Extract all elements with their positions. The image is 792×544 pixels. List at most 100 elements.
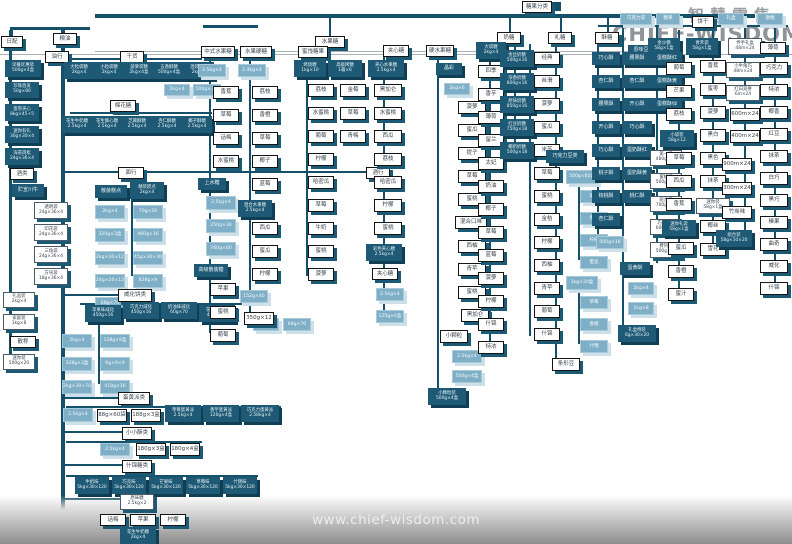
- spec-node[interactable]: 500g×4盒: [452, 370, 482, 383]
- category-node[interactable]: 抹茶: [700, 175, 726, 188]
- product-node[interactable]: 椰子酥糖 2.5kg×4: [182, 116, 212, 133]
- subcategory-node[interactable]: 开心酥: [622, 98, 652, 111]
- subcategory-node[interactable]: 开心酥: [592, 121, 620, 134]
- product-node[interactable]: 大粒袋糖 2kg×4: [64, 62, 94, 79]
- category-node[interactable]: 草莓: [213, 109, 239, 122]
- category-node[interactable]: 荔枝: [308, 84, 334, 97]
- spec-node[interactable]: 70g×20: [133, 205, 163, 219]
- product-node[interactable]: 小粒袋糖 2kg×4: [94, 62, 124, 79]
- spec-node[interactable]: 糖果: [656, 13, 680, 25]
- spec-node[interactable]: 2kg×4: [62, 334, 92, 348]
- category-node[interactable]: 礼糖: [548, 32, 572, 44]
- product-node[interactable]: 奶油味威化 60g×70: [161, 302, 197, 319]
- subcategory-node[interactable]: 腰果酥: [592, 98, 620, 111]
- spec-node[interactable]: 250g×30: [206, 219, 236, 233]
- category-node[interactable]: 什锦: [760, 282, 788, 295]
- spec-node[interactable]: 礼盒: [718, 13, 744, 25]
- category-node[interactable]: 88g×60袋: [97, 409, 127, 422]
- category-node[interactable]: 蜜桃: [374, 222, 402, 235]
- category-node[interactable]: 柠檬: [374, 199, 402, 212]
- spec-node[interactable]: 1kg×20盒: [566, 276, 598, 290]
- subcategory-node[interactable]: 蛋奶酥黄: [622, 167, 652, 180]
- category-node[interactable]: 300m×24: [722, 182, 752, 195]
- item-spec-node[interactable]: 礼品装 2kg×4: [3, 292, 35, 308]
- category-node[interactable]: 椰丝: [700, 220, 726, 233]
- subcategory-node[interactable]: 晶彩: [436, 63, 462, 75]
- category-node[interactable]: 经典: [534, 52, 560, 65]
- spec-node[interactable]: 2.5kg×4: [376, 288, 404, 301]
- category-node[interactable]: 面行: [118, 167, 144, 179]
- spec-node[interactable]: 760g×60: [206, 242, 236, 256]
- category-node[interactable]: 水果硬糖: [240, 46, 272, 58]
- subcategory-node[interactable]: 杏仁酥: [622, 75, 652, 88]
- spec-node[interactable]: 巧克力袋: [620, 13, 652, 25]
- category-node[interactable]: 水蜜桃: [374, 107, 402, 120]
- category-node[interactable]: 柠檬: [252, 268, 278, 281]
- subcategory-node[interactable]: 核桃酥: [592, 190, 620, 203]
- category-node[interactable]: 巧克力: [760, 62, 788, 75]
- product-node[interactable]: 巧克力威化 450g×16: [123, 302, 159, 319]
- product-node[interactable]: 精装糕点 2kg×4: [130, 182, 164, 199]
- category-node[interactable]: 葡萄: [666, 62, 692, 75]
- product-node[interactable]: 珍珠直发 50g×80: [5, 82, 39, 98]
- category-node[interactable]: 188g×3盒: [131, 409, 161, 422]
- category-node[interactable]: 柠檬: [160, 514, 186, 526]
- category-node[interactable]: 牛奶: [308, 222, 334, 235]
- category-node[interactable]: 葡萄: [308, 130, 334, 143]
- spec-node[interactable]: 2kg×4: [164, 84, 190, 96]
- spec-node[interactable]: 2kg×4: [95, 205, 125, 219]
- category-node[interactable]: 奶油: [478, 180, 504, 193]
- category-node[interactable]: 散称: [10, 336, 36, 348]
- item-spec-node[interactable]: 三角袋 24g×36×4: [34, 246, 68, 263]
- subcategory-node[interactable]: 巧心酥: [622, 121, 652, 134]
- product-node[interactable]: 香芋蛋黄派 120g×4盒: [203, 405, 239, 422]
- spec-node[interactable]: 2.4kg×4: [238, 64, 266, 77]
- category-node[interactable]: 蜜桃: [308, 245, 334, 258]
- spec-node[interactable]: 2kg×30×12: [95, 251, 125, 265]
- spec-node[interactable]: 828g×9: [133, 274, 163, 288]
- category-node[interactable]: 粮油: [53, 33, 77, 45]
- product-node[interactable]: 什锦味 5kg×30×120: [223, 477, 257, 494]
- product-node[interactable]: 蛋卷夹心 8kg×45+5: [5, 104, 39, 121]
- spec-node[interactable]: 24g×20×12: [95, 274, 125, 288]
- product-node[interactable]: 巧克味 5kg×30×120: [112, 477, 146, 494]
- product-node[interactable]: 芒果味 5kg×30×120: [149, 477, 183, 494]
- product-node[interactable]: 早餐优惠装 500g×4盒: [5, 60, 41, 77]
- category-node[interactable]: 蜜瓜: [534, 121, 560, 134]
- item-spec-node[interactable]: 方块袋 18g×36×4: [34, 268, 68, 285]
- product-node[interactable]: 花生酥心糖 2.5kg×4: [92, 116, 122, 133]
- category-node[interactable]: 四季: [478, 65, 504, 78]
- category-node[interactable]: 菠萝: [700, 106, 726, 119]
- spec-node[interactable]: 散糖: [757, 13, 783, 25]
- spec-node[interactable]: 418g×16: [100, 380, 130, 394]
- spec-node[interactable]: 什锦: [580, 340, 608, 353]
- subcategory-node[interactable]: 桃子酥: [592, 167, 620, 180]
- item-spec-node[interactable]: 透明袋 24g×36×4: [34, 202, 68, 219]
- category-node[interactable]: 特浓: [478, 341, 504, 354]
- category-node[interactable]: 小小酥类: [122, 427, 152, 440]
- item-spec-node[interactable]: 迷你装 500g×20: [3, 354, 35, 370]
- subcategory-node[interactable]: 巧心酥: [592, 52, 620, 65]
- root-node[interactable]: 糖果分类: [522, 1, 552, 13]
- subcategory-node[interactable]: 巧心酥: [592, 144, 620, 157]
- category-node[interactable]: 菠萝: [308, 268, 334, 281]
- item-spec-node[interactable]: 小牛角巧 48m×24: [726, 62, 760, 78]
- subcategory-node[interactable]: 杏仁酥: [592, 75, 620, 88]
- product-node[interactable]: 迷你礼袋 58g×1盒: [662, 220, 696, 236]
- category-node[interactable]: 太妃: [478, 157, 504, 170]
- category-node[interactable]: 白巧: [760, 172, 788, 185]
- spec-node[interactable]: 1kg×8: [628, 302, 654, 315]
- product-node[interactable]: 牛奶味 5kg×30×120: [75, 477, 109, 494]
- category-node[interactable]: 夹心糖: [383, 45, 409, 57]
- spec-node[interactable]: 2kg×6: [444, 83, 470, 95]
- category-node[interactable]: 180g×3盒: [136, 443, 166, 456]
- category-node[interactable]: 金桔: [534, 213, 560, 226]
- category-node[interactable]: 350g×12: [244, 312, 274, 325]
- product-node[interactable]: 高级烤糖 1箱×6: [328, 60, 362, 77]
- category-node[interactable]: 条形豆: [552, 358, 580, 371]
- category-node[interactable]: 威化: [760, 260, 788, 273]
- category-node[interactable]: 青苹: [534, 282, 560, 295]
- product-node[interactable]: 花生牛奶糖 2kg×4: [120, 527, 156, 544]
- subcategory-node[interactable]: 散装糕点: [95, 185, 127, 198]
- category-node[interactable]: 薄荷: [478, 111, 504, 124]
